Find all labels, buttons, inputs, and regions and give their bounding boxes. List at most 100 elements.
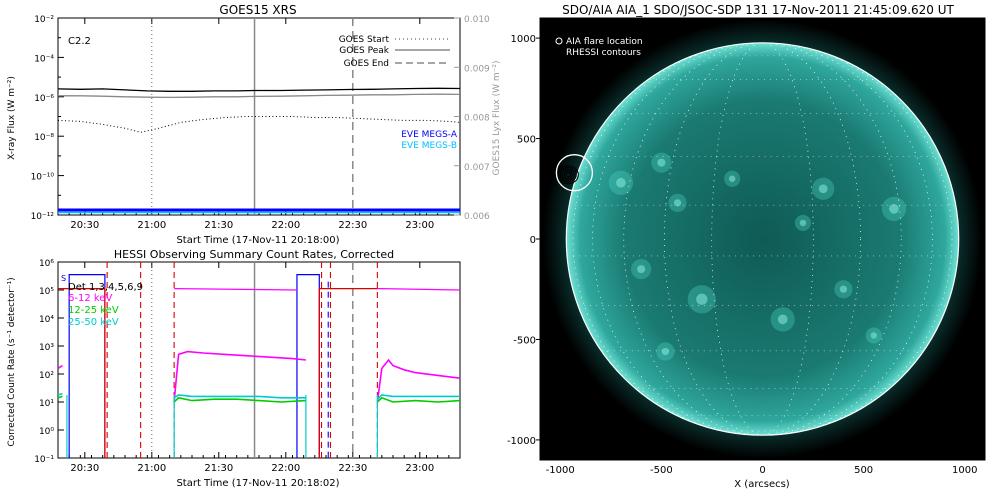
flare-class-label: C2.2: [68, 36, 91, 47]
legend-25-50-kev: 25-50 keV: [68, 317, 119, 328]
aia-limb-circle: [565, 42, 960, 436]
hessi-series-line: [173, 350, 306, 403]
legend-aia-flare-location: AIA flare location: [566, 37, 643, 47]
goes-x-tick-label: 21:00: [137, 220, 166, 231]
hessi-series-line: [57, 395, 63, 399]
aia-longitude-line: [664, 42, 861, 436]
aia-active-region-core: [657, 158, 666, 167]
hessi-series-line: [57, 364, 63, 370]
hessi-x-tick-label: 22:00: [271, 463, 300, 474]
hessi-series-line: [173, 396, 306, 403]
aia-active-region-core: [673, 199, 682, 207]
hessi-y-tick-label: 10²: [39, 371, 54, 381]
goes-y2-tick-label: 0.008: [464, 114, 490, 124]
hessi-s-label: S: [61, 274, 66, 283]
aia-x-tick-label: 0: [759, 465, 765, 476]
aia-flare-location-circle: [555, 154, 594, 192]
hessi-flag-line: [174, 287, 297, 291]
goes-y2-tick-label: 0.010: [464, 15, 490, 25]
aia-active-region-core: [661, 347, 670, 356]
goes-y2-tick-label: 0.006: [464, 212, 490, 222]
legend-rhessi-contours: RHESSI contours: [566, 48, 641, 58]
hessi-y-tick-label: 10¹: [39, 399, 54, 409]
hessi-series-line: [376, 396, 461, 403]
hessi-x-tick-label: 23:00: [405, 463, 434, 474]
goes-series-line: [58, 93, 461, 99]
aia-active-region-core: [889, 204, 899, 214]
hessi-legend: Det 1,3,4,5,6,9 6-12 keV 12-25 keV 25-50…: [68, 282, 143, 328]
hessi-panel-title: HESSI Observing Summary Count Rates, Cor…: [114, 248, 394, 261]
aia-longitude-line: [572, 42, 953, 436]
goes-panel-title: GOES15 XRS: [219, 3, 296, 17]
aia-x-tick-label: 500: [854, 465, 873, 476]
legend-detectors: Det 1,3,4,5,6,9: [68, 282, 143, 293]
goes-right-axis-label: GOES15 Lyx Flux (W m⁻²): [492, 61, 502, 176]
aia-legend: AIA flare location RHESSI contours: [555, 37, 643, 58]
rhessi-contour: [563, 170, 573, 179]
hessi-y-tick-label: 10⁻¹: [34, 455, 54, 465]
aia-longitude-line: [711, 42, 814, 436]
goes-y2-tick-label: 0.007: [464, 163, 490, 173]
goes-y-tick-label: 10⁻⁸: [34, 133, 54, 143]
goes-y-tick-label: 10⁻⁶: [34, 94, 54, 104]
aia-image-panel: SDO/AIA AIA_1 SDO/JSOC-SDP 131 17-Nov-20…: [507, 3, 986, 490]
goes-x-tick-label: 21:30: [204, 220, 233, 231]
aia-solar-disk: [566, 42, 959, 436]
hessi-series-line: [57, 392, 63, 396]
hessi-flag-line: [377, 287, 461, 291]
hessi-x-tick-label: 21:30: [204, 463, 233, 474]
goes-x-tick-label: 20:30: [70, 220, 99, 231]
legend-eve-megs-b: EVE MEGS-B: [401, 141, 457, 151]
goes-y-tick-label: 10⁻¹⁰: [31, 173, 55, 183]
goes-series-line: [57, 87, 461, 92]
goes-x-axis-label: Start Time (17-Nov-11 20:18:00): [176, 235, 339, 246]
rhessi-contour: [559, 167, 577, 183]
hessi-y-tick-label: 10³: [39, 343, 54, 353]
aia-axes: -1000 -500 0 500 1000 1000 500 0 -500 -1000: [507, 34, 978, 476]
hessi-y-axis-label: Corrected Count Rate (s⁻¹ detector⁻¹): [7, 277, 17, 446]
hessi-flag-line: [58, 287, 106, 458]
goes-data-marks: 20:30 21:00 21:30 22:00 22:30 23:00 10⁻² 10⁻⁴ 10…: [31, 15, 490, 231]
aia-y-tick-label: 0: [530, 235, 536, 246]
legend-12-25-kev: 12-25 keV: [68, 305, 119, 316]
aia-sun-image: [542, 19, 983, 459]
legend-goes-start: GOES Start: [339, 35, 390, 45]
goes-y-tick-label: 10⁻⁴: [34, 54, 54, 64]
aia-x-tick-label: -500: [650, 465, 673, 476]
aia-active-region-core: [839, 285, 848, 293]
goes-y2-tick-label: 0.009: [464, 64, 490, 74]
goes-y-tick-label: 10⁻¹²: [31, 212, 55, 222]
aia-active-region-core: [777, 314, 788, 325]
goes-x-tick-label: 22:30: [338, 220, 367, 231]
aia-active-region-core: [616, 177, 626, 188]
aia-active-region-core: [728, 175, 736, 182]
aia-y-tick-label: 500: [517, 135, 536, 146]
aia-active-region-core: [799, 219, 807, 227]
hessi-panel: HESSI Observing Summary Count Rates, Cor…: [7, 248, 461, 489]
legend-goes-peak: GOES Peak: [339, 46, 389, 56]
goes-series-line: [57, 116, 461, 133]
legend-eve-megs-a: EVE MEGS-A: [401, 130, 458, 140]
aia-x-tick-label: -1000: [546, 465, 575, 476]
legend-flare-circle-icon: [555, 37, 563, 45]
rhessi-contour: [561, 168, 575, 181]
hessi-x-tick-label: 20:30: [70, 463, 99, 474]
hessi-y-tick-label: 10⁰: [39, 427, 54, 437]
goes-legend: GOES Start GOES Peak GOES End EVE MEGS-A…: [339, 35, 458, 151]
hessi-y-tick-label: 10⁵: [39, 287, 54, 297]
goes-x-tick-label: 22:00: [271, 220, 300, 231]
hessi-x-axis-label: Start Time (17-Nov-11 20:18:02): [176, 478, 339, 489]
goes-y-axis-label: X-ray Flux (W m⁻²): [7, 76, 17, 160]
aia-active-region-core: [870, 332, 877, 339]
aia-x-axis-label: X (arcsecs): [734, 479, 790, 490]
aia-active-region-core: [818, 184, 828, 194]
hessi-saa-flag: [296, 274, 320, 458]
hessi-x-tick-label: 22:30: [338, 463, 367, 474]
goes-x-tick-label: 23:00: [405, 220, 434, 231]
goes-y-tick-label: 10⁻²: [34, 15, 54, 25]
aia-y-tick-label: 1000: [511, 34, 536, 45]
aia-y-tick-label: -1000: [507, 436, 536, 447]
aia-y-tick-label: -500: [513, 335, 536, 346]
hessi-y-tick-label: 10⁶: [39, 259, 54, 269]
